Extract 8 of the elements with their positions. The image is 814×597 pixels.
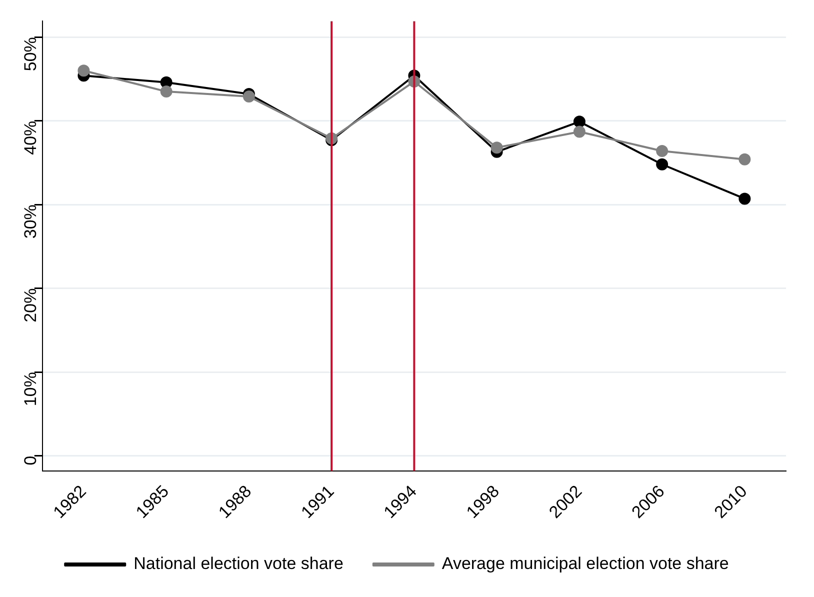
legend-label: Average municipal election vote share (442, 554, 729, 574)
y-tick-label: 30% (21, 204, 40, 239)
y-tick-label: 10% (21, 372, 40, 406)
y-tick-label: 20% (21, 288, 40, 322)
y-tick-label: 0 (21, 456, 40, 466)
y-tick-label: 50% (21, 37, 40, 72)
y-tick-label: 40% (21, 120, 40, 155)
legend-label: National election vote share (134, 554, 344, 574)
